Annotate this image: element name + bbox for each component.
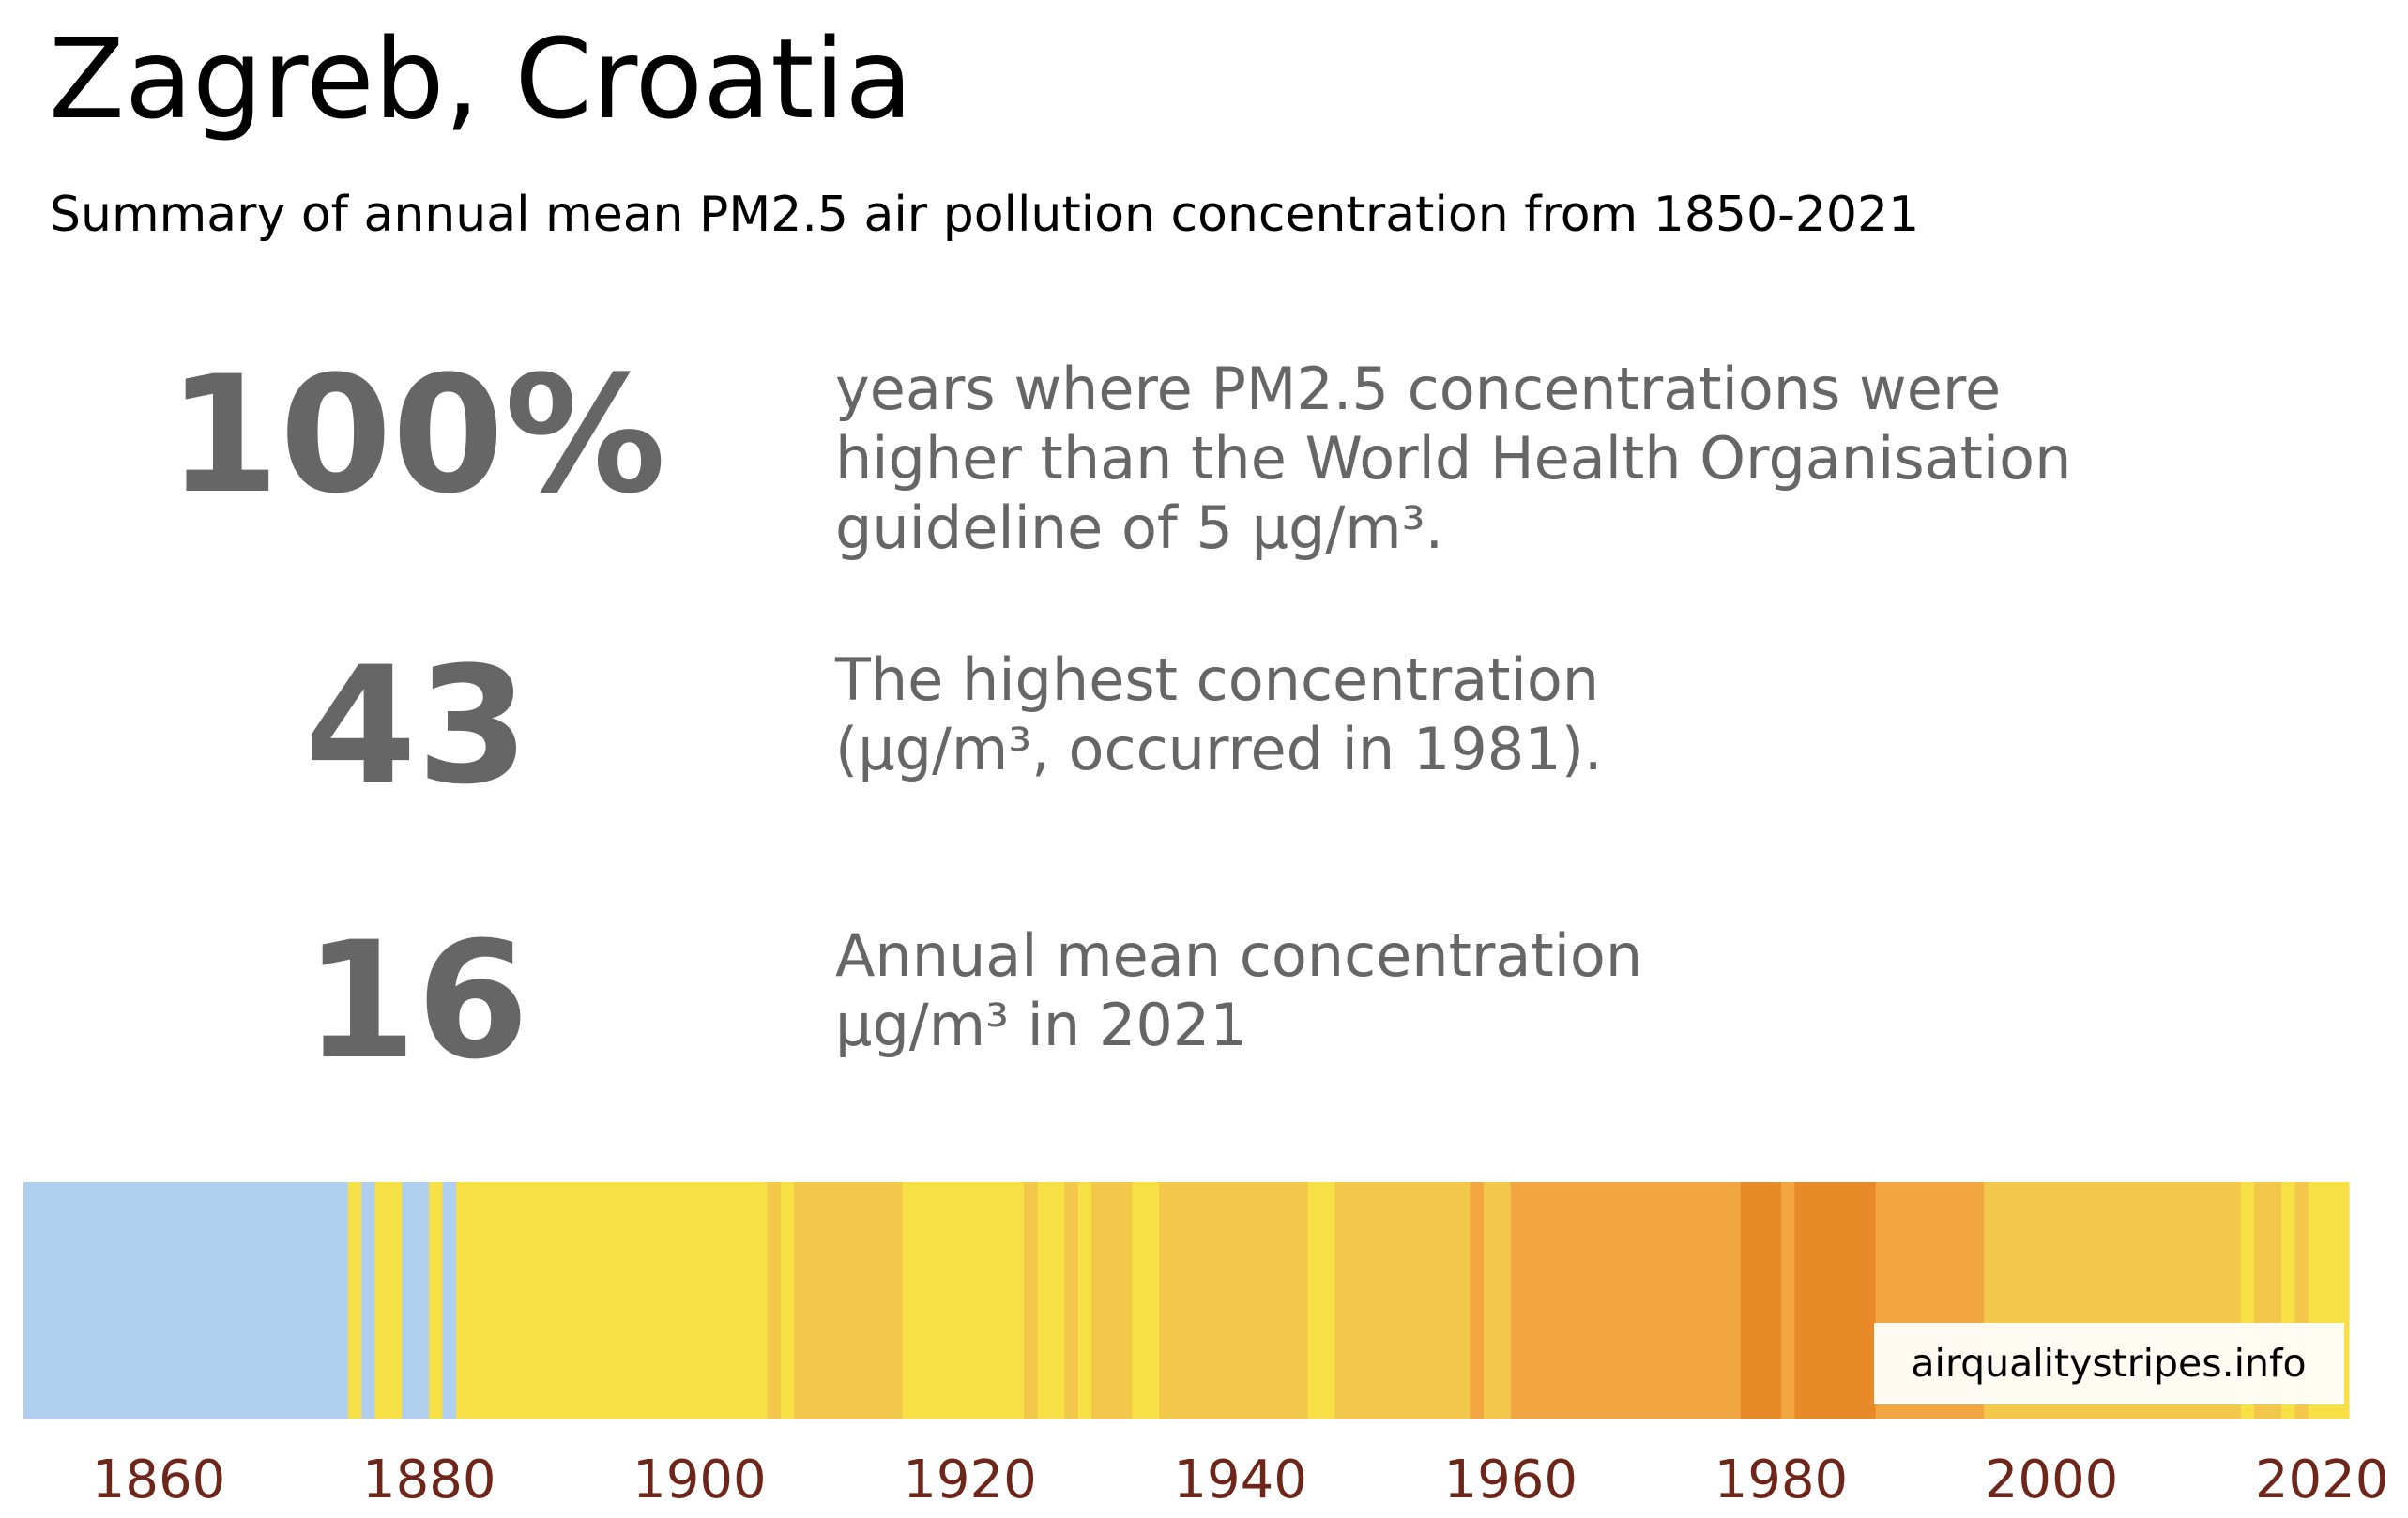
stat-highest-value: 43 xyxy=(304,631,529,820)
stat-current-line: Annual mean concentration xyxy=(835,921,1643,990)
stat-percent-description: years where PM2.5 concentrations were hi… xyxy=(835,355,2071,563)
x-tick-label-1900: 1900 xyxy=(632,1450,767,1510)
x-tick-label-1940: 1940 xyxy=(1173,1450,1307,1510)
stripe-1947-1956 xyxy=(1334,1182,1471,1419)
stripe-1928 xyxy=(1077,1182,1092,1419)
stripe-1958-1959 xyxy=(1483,1182,1512,1419)
x-tick-label-1980: 1980 xyxy=(1715,1450,1849,1510)
x-tick-label-1960: 1960 xyxy=(1444,1450,1578,1510)
stripe-1980 xyxy=(1780,1182,1795,1419)
watermark-badge: airqualitystripes.info xyxy=(1874,1323,2344,1404)
stripe-1882-1904 xyxy=(456,1182,768,1419)
stripe-1878-1879 xyxy=(402,1182,430,1419)
stripe-1927 xyxy=(1064,1182,1079,1419)
stripe-1960-1976 xyxy=(1510,1182,1742,1419)
stat-percent-line: guideline of 5 μg/m³. xyxy=(835,493,1444,562)
stat-current-description: Annual mean concentration μg/m³ in 2021 xyxy=(835,921,1642,1060)
stripe-1907-1914 xyxy=(794,1182,904,1419)
stripe-1981-1986 xyxy=(1794,1182,1877,1419)
stripe-1906 xyxy=(780,1182,795,1419)
x-tick-label-2020: 2020 xyxy=(2255,1450,2389,1510)
stat-percent-line: higher than the World Health Organisatio… xyxy=(835,424,2072,493)
stat-current-value: 16 xyxy=(304,906,529,1095)
watermark-background xyxy=(1874,1323,2344,1404)
page-subtitle: Summary of annual mean PM2.5 air polluti… xyxy=(50,187,1920,243)
stripe-1957 xyxy=(1470,1182,1485,1419)
stat-current-line: μg/m³ in 2021 xyxy=(835,991,1247,1059)
stat-highest-line: (μg/m³, occurred in 1981). xyxy=(835,715,1603,783)
stat-highest-description: The highest concentration (μg/m³, occurr… xyxy=(835,645,1603,784)
stripe-1905 xyxy=(767,1182,782,1419)
stripe-1977-1979 xyxy=(1740,1182,1782,1419)
stripe-1881 xyxy=(442,1182,457,1419)
stripe-1925-1926 xyxy=(1037,1182,1065,1419)
stat-highest-line: The highest concentration xyxy=(835,645,1600,714)
stripe-1850-1873 xyxy=(23,1182,349,1419)
page-title: Zagreb, Croatia xyxy=(49,14,913,144)
x-tick-label-2000: 2000 xyxy=(1985,1450,2119,1510)
stripe-1874 xyxy=(347,1182,362,1419)
stripe-1945-1946 xyxy=(1307,1182,1336,1419)
stripe-1880 xyxy=(429,1182,444,1419)
x-tick-label-1860: 1860 xyxy=(92,1450,226,1510)
x-tick-label-1920: 1920 xyxy=(903,1450,1037,1510)
stripe-1875 xyxy=(361,1182,376,1419)
watermark-label: airqualitystripes.info xyxy=(1911,1341,2306,1386)
x-tick-label-1880: 1880 xyxy=(362,1450,496,1510)
stat-percent-value: 100% xyxy=(167,341,666,529)
x-axis-ticks: 1860 1880 1900 1920 1940 1960 1980 2000 2020 xyxy=(92,1450,2389,1510)
stripe-1934-1944 xyxy=(1159,1182,1309,1419)
stat-percent-line: years where PM2.5 concentrations were xyxy=(835,355,2002,423)
stripe-1915-1923 xyxy=(902,1182,1025,1419)
stripe-1876-1877 xyxy=(374,1182,403,1419)
stripe-1929-1931 xyxy=(1091,1182,1133,1419)
stripe-1932-1933 xyxy=(1132,1182,1160,1419)
stripe-1924 xyxy=(1024,1182,1039,1419)
